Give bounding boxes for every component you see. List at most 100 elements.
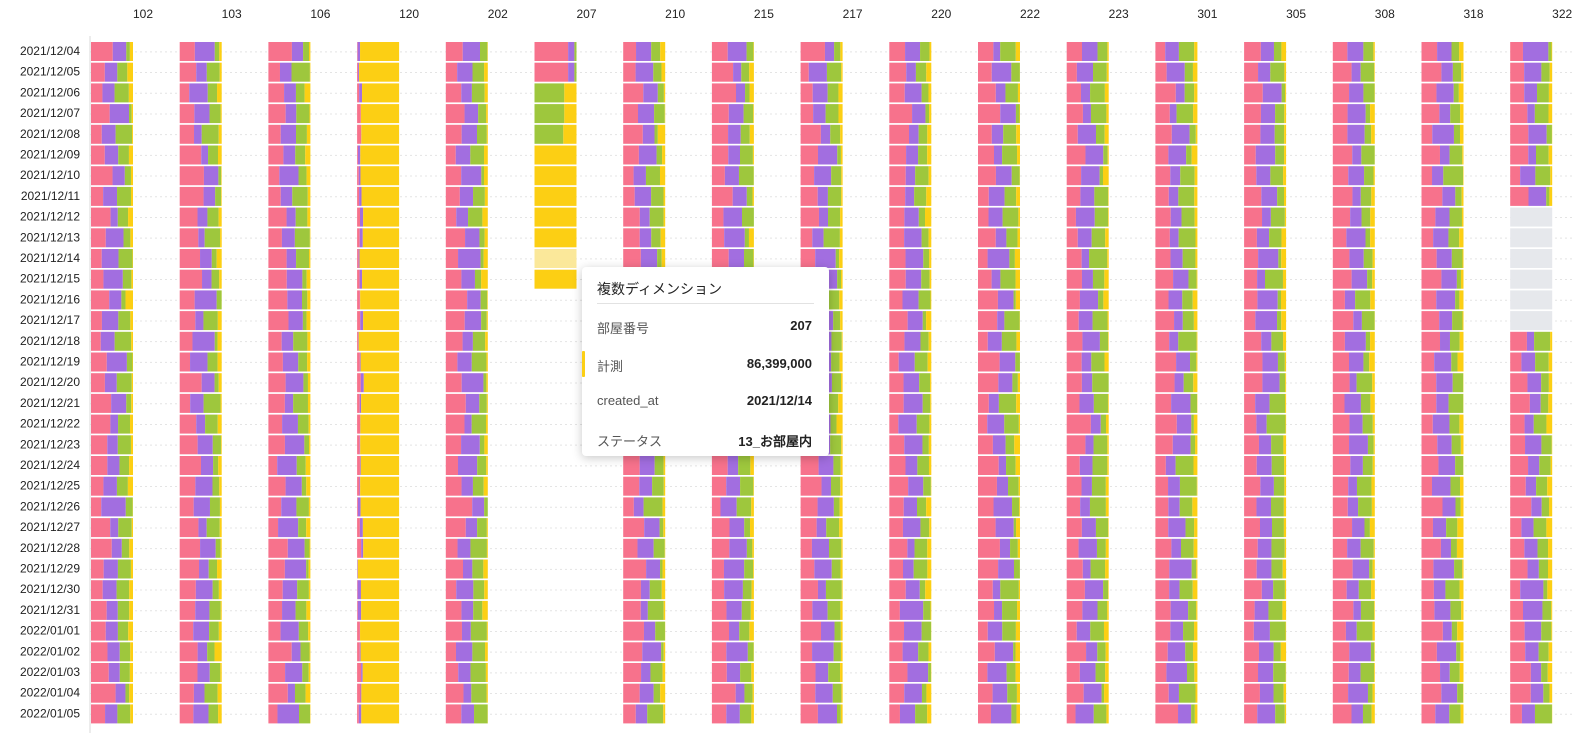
bar-segment <box>1361 207 1371 227</box>
bar-segment <box>711 642 727 662</box>
bar-segment <box>363 538 400 558</box>
bar-segment <box>268 642 292 662</box>
tooltip-row-room: 部屋番号 207 <box>597 316 812 336</box>
bar-segment <box>534 83 565 103</box>
bar-segment <box>464 311 482 331</box>
bar-segment <box>1439 104 1451 124</box>
bar-segment <box>834 621 841 641</box>
bar-segment <box>112 166 125 186</box>
bar-segment <box>296 456 306 475</box>
bar-segment <box>1421 663 1441 682</box>
bar-segment <box>1155 538 1172 558</box>
bar-segment <box>204 228 221 248</box>
bar-segment <box>998 456 1007 475</box>
bar-segment <box>1081 373 1093 393</box>
bar-segment <box>198 518 207 538</box>
bar-segment <box>800 497 818 517</box>
tooltip-label: ステータス <box>597 434 663 449</box>
bar-segment <box>1168 683 1179 703</box>
bar-segment <box>534 124 564 144</box>
bar-segment <box>91 497 102 517</box>
bar-segment <box>1510 559 1528 579</box>
bar-segment <box>298 166 307 186</box>
bar-segment <box>1547 663 1553 682</box>
bar-segment <box>179 393 191 413</box>
bar-segment <box>1459 580 1464 600</box>
bar-segment <box>268 559 285 579</box>
bar-segment <box>1196 269 1198 289</box>
bar-segment <box>1541 435 1552 455</box>
bar-segment <box>905 456 918 475</box>
bar-segment <box>179 435 198 455</box>
bar-segment <box>711 663 727 682</box>
bar-segment <box>1421 476 1432 496</box>
bar-segment <box>917 456 929 475</box>
bar-segment <box>1015 456 1020 475</box>
bar-segment <box>1244 704 1258 724</box>
bar-segment <box>458 249 481 268</box>
bar-segment <box>194 104 210 124</box>
bar-segment <box>122 269 132 289</box>
bar-segment <box>1541 497 1550 517</box>
bar-segment <box>1006 456 1016 475</box>
bar-segment <box>916 414 930 434</box>
bar-segment <box>889 476 909 496</box>
bar-segment <box>304 83 311 103</box>
bar-segment <box>838 393 843 413</box>
bar-segment <box>1332 538 1348 558</box>
bar-segment <box>308 621 311 641</box>
tooltip-row-status: ステータス 13_お部屋内 <box>597 429 812 449</box>
bar-segment <box>1273 476 1285 496</box>
bar-segment <box>1461 62 1464 82</box>
bar-segment <box>978 559 999 579</box>
bar-segment <box>107 435 118 455</box>
bar-segment <box>294 683 306 703</box>
bar-segment <box>1244 62 1259 82</box>
bar-segment <box>838 83 843 103</box>
bar-segment <box>905 269 922 289</box>
bar-segment <box>729 538 747 558</box>
bar-segment <box>1534 704 1552 724</box>
bar-segment <box>1525 642 1539 662</box>
bar-segment <box>740 476 754 496</box>
bar-segment <box>1258 663 1274 682</box>
bar-segment <box>639 228 652 248</box>
bar-segment <box>295 83 305 103</box>
bar-segment <box>268 414 283 434</box>
bar-segment <box>358 331 359 351</box>
bar-segment <box>363 207 400 227</box>
bar-segment <box>1332 476 1349 496</box>
bar-segment <box>1510 290 1553 310</box>
bar-segment <box>726 704 740 724</box>
bar-segment <box>1450 600 1462 620</box>
bar-segment <box>1527 559 1539 579</box>
bar-segment <box>657 124 666 144</box>
bar-segment <box>663 704 666 724</box>
bar-segment <box>357 104 361 124</box>
bar-segment <box>1016 393 1020 413</box>
bar-segment <box>833 456 841 475</box>
bar-segment <box>534 62 569 82</box>
bar-segment <box>1259 683 1274 703</box>
bar-segment <box>1194 166 1198 186</box>
bar-segment <box>357 145 361 165</box>
bar-segment <box>1190 352 1197 372</box>
bar-segment <box>357 683 361 703</box>
bar-segment <box>1548 373 1553 393</box>
bar-segment <box>194 124 202 144</box>
bar-segment <box>534 166 577 186</box>
bar-segment <box>128 621 133 641</box>
bar-segment <box>1178 228 1196 248</box>
bar-segment <box>357 435 360 455</box>
bar-segment <box>117 559 131 579</box>
bar-segment <box>1363 83 1375 103</box>
bar-segment <box>117 62 128 82</box>
bar-segment <box>831 559 841 579</box>
bar-segment <box>1066 290 1080 310</box>
bar-segment <box>1003 124 1017 144</box>
bar-segment <box>1155 166 1171 186</box>
bar-segment <box>1443 166 1464 186</box>
bar-segment <box>978 249 988 268</box>
bar-segment <box>1550 166 1553 186</box>
bar-segment <box>1000 42 1016 61</box>
